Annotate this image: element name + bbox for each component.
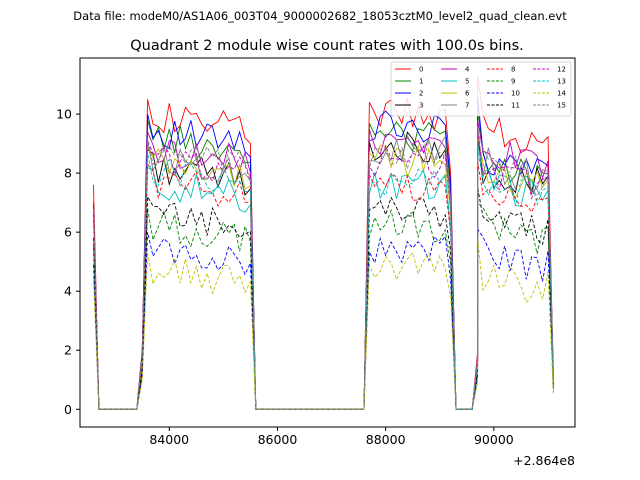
legend-label-6: 6 — [465, 90, 470, 98]
x-tick-label: 84000 — [149, 432, 189, 447]
suptitle: Data file: modeM0/AS1A06_003T04_90000026… — [73, 9, 567, 23]
series-line-14 — [93, 238, 554, 410]
series-line-10 — [93, 227, 554, 410]
series-line-7 — [93, 125, 554, 410]
x-tick-label: 86000 — [258, 432, 298, 447]
legend-label-12: 12 — [557, 66, 566, 74]
legend-label-5: 5 — [465, 78, 469, 86]
series-line-1 — [93, 108, 554, 410]
chart-title: Quadrant 2 module wise count rates with … — [130, 38, 524, 54]
series-line-15 — [93, 131, 554, 410]
series-line-6 — [93, 134, 554, 410]
y-tick-label: 0 — [64, 402, 72, 417]
axes-frame — [79, 57, 576, 428]
series-line-0 — [93, 75, 554, 410]
y-tick-label: 2 — [64, 343, 72, 358]
legend-label-11: 11 — [511, 102, 520, 110]
legend-label-13: 13 — [557, 78, 566, 86]
y-tick-label: 8 — [64, 166, 72, 181]
legend-label-7: 7 — [465, 102, 469, 110]
legend-label-9: 9 — [511, 78, 515, 86]
legend-label-0: 0 — [419, 66, 423, 74]
legend-label-8: 8 — [511, 66, 515, 74]
y-tick-label: 10 — [56, 107, 72, 122]
series-line-9 — [93, 201, 554, 410]
legend-label-3: 3 — [419, 102, 423, 110]
x-tick-label: 88000 — [366, 432, 406, 447]
x-offset-label: +2.864e8 — [513, 453, 575, 468]
legend-label-10: 10 — [511, 90, 520, 98]
legend-label-15: 15 — [557, 102, 566, 110]
series-line-13 — [93, 149, 554, 410]
series-line-8 — [93, 161, 554, 410]
legend-label-14: 14 — [557, 90, 566, 98]
legend-box — [390, 61, 572, 117]
plot-area — [93, 75, 554, 410]
x-tick-label: 90000 — [474, 432, 514, 447]
y-tick-label: 6 — [64, 225, 72, 240]
y-tick-label: 4 — [64, 284, 72, 299]
legend-label-1: 1 — [419, 78, 423, 86]
series-line-11 — [93, 187, 554, 410]
legend-label-4: 4 — [465, 66, 470, 74]
axis-ticks: 84000 86000 88000 90000 0 2 4 6 8 10 — [56, 107, 514, 447]
legend-label-2: 2 — [419, 90, 423, 98]
